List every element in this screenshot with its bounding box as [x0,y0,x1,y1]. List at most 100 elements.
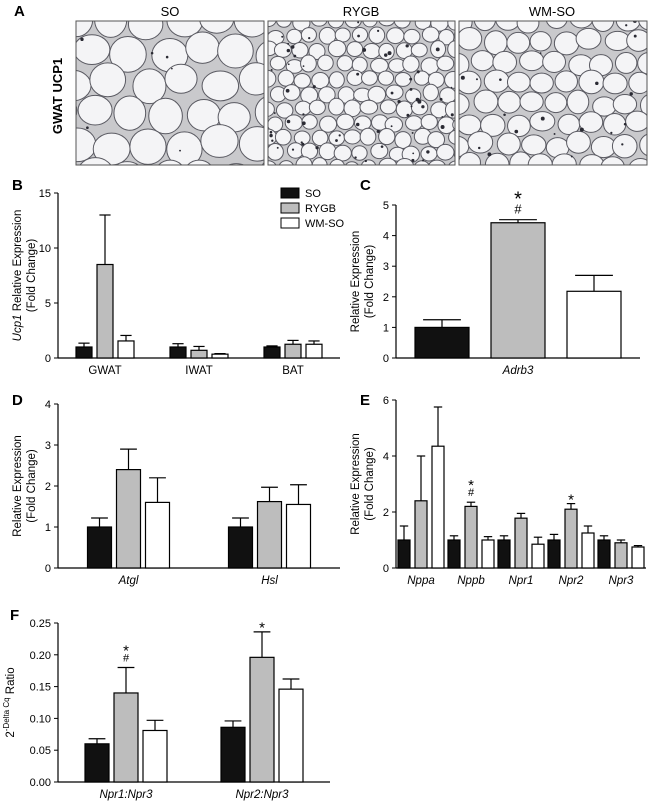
adipocyte [113,95,147,131]
ucp1-stain [354,156,357,159]
adipocyte [575,27,602,50]
bar-so [220,726,246,783]
ucp1-stain [553,132,556,135]
adipocyte [385,84,404,100]
adipocyte [495,21,521,31]
adipocyte [327,21,345,29]
adipocyte [186,0,221,3]
bar-wm-so [481,539,495,569]
adipocyte [638,21,647,31]
ucp1-stain [293,54,297,58]
ucp1-stain [539,52,542,55]
adipocyte [568,175,592,197]
bar-wm-so [631,546,645,569]
adipocyte [403,28,421,45]
micrograph-panels [75,0,648,198]
legend-swatch-rygb [280,202,300,214]
ucp1-stain [301,142,305,146]
adipocyte [628,71,647,95]
panel-letter-a: A [14,3,25,20]
adipocyte [447,21,455,31]
adipocyte [459,70,482,95]
bar-wm-so [211,353,229,359]
adipocyte [274,128,292,146]
y-axis-label: Ucp1 Relative Expression [12,210,24,342]
bar-so [397,539,411,569]
adipocyte [438,29,455,46]
adipocyte [185,31,220,64]
y-tick-label: 0 [45,353,51,365]
adipocyte [419,173,436,187]
ucp1-stain [165,55,169,59]
x-tick-label: GWAT [88,365,121,377]
adipocyte [268,101,275,117]
adipocyte [612,94,638,115]
adipocyte [440,173,456,187]
y-tick-label: 0 [383,353,389,365]
adipocyte [275,21,292,28]
adipocyte [370,142,389,160]
adipocyte [377,70,395,86]
adipocyte [611,134,638,159]
adipocyte [267,172,282,188]
ucp1-stain [610,131,613,135]
ucp1-stain [270,68,273,71]
bar-so [84,743,110,783]
adipocyte [346,41,364,58]
adipocyte [300,27,317,43]
adipocyte [578,111,604,133]
legend: SO RYGB WM-SO [280,187,345,230]
adipocyte [378,157,398,165]
adipocyte [569,21,594,29]
x-tick-label: Hsl [261,575,278,587]
adipocyte [614,52,638,74]
adipocyte [497,90,522,114]
x-tick-label: Npr3 [609,575,635,587]
y-axis-label-line2: (Fold Change) [26,239,38,313]
adipocyte [480,113,506,137]
adipocyte [566,89,590,115]
adipocyte [439,87,455,104]
adipocyte [519,91,544,113]
adipocyte [527,153,553,165]
adipocyte [506,71,531,93]
y-tick-label: 1 [383,322,389,334]
adipocyte [379,99,397,115]
adipocyte [420,113,438,130]
adipocyte [277,69,295,87]
bar-rygb [490,222,546,359]
adipocyte [507,114,531,138]
x-tick-label: Npr1 [509,575,534,587]
ucp1-stain [286,48,291,53]
adipocyte [293,73,311,89]
ucp1-stain [460,75,465,80]
chart-e: 0 2 4 6 Relative Expression (Fold Change) Nppa… [350,395,646,587]
adipocyte [593,174,614,194]
adipocyte [603,112,627,136]
adipocyte [217,0,254,4]
bar-so [547,539,561,569]
y-tick-label: 2 [383,507,389,519]
adipocyte [496,132,521,156]
ucp1-stain [595,81,599,86]
micrograph-col-so: SO [161,4,180,19]
adipocyte [148,97,183,135]
adipocyte [422,83,439,102]
adipocyte [343,129,362,145]
adipocyte [618,172,641,194]
adipocyte [308,99,326,116]
legend-swatch-wmso [280,217,300,229]
adipocyte [308,42,326,60]
ucp1-stain [439,97,443,101]
adipocyte [422,176,443,198]
adipocyte [378,21,396,27]
adipocyte [543,175,565,198]
y-tick-label: 5 [45,298,51,310]
adipocyte [233,21,264,38]
significance-asterisk: * [123,642,129,659]
adipocyte [629,158,647,165]
ucp1-stain [281,35,284,38]
adipocyte [79,157,112,165]
adipocyte [521,134,547,156]
ucp1-stain [405,44,409,48]
